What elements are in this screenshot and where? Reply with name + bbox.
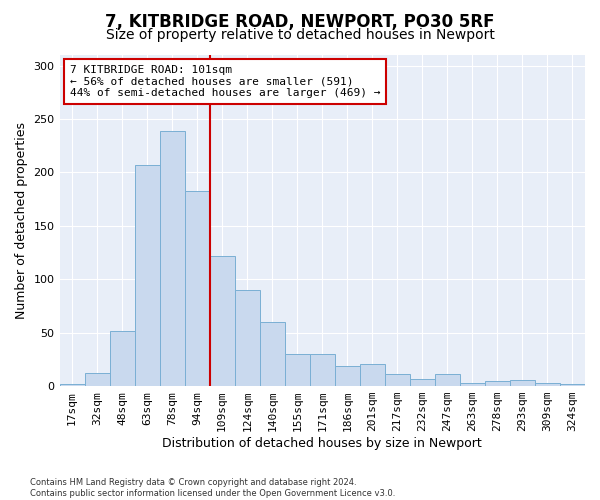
Text: 7 KITBRIDGE ROAD: 101sqm
← 56% of detached houses are smaller (591)
44% of semi-: 7 KITBRIDGE ROAD: 101sqm ← 56% of detach… — [70, 65, 380, 98]
Bar — [510, 380, 535, 386]
Bar — [185, 190, 209, 386]
Text: Size of property relative to detached houses in Newport: Size of property relative to detached ho… — [106, 28, 494, 42]
Bar — [560, 384, 585, 386]
Bar — [260, 322, 285, 386]
Bar — [110, 330, 134, 386]
Bar — [85, 374, 110, 386]
Bar — [485, 380, 510, 386]
Bar — [335, 366, 360, 386]
Bar — [209, 256, 235, 386]
Bar — [59, 384, 85, 386]
Bar — [285, 354, 310, 386]
Bar — [160, 131, 185, 386]
Bar — [460, 383, 485, 386]
Bar — [385, 374, 410, 386]
Text: 7, KITBRIDGE ROAD, NEWPORT, PO30 5RF: 7, KITBRIDGE ROAD, NEWPORT, PO30 5RF — [105, 12, 495, 30]
Bar — [310, 354, 335, 386]
Text: Contains HM Land Registry data © Crown copyright and database right 2024.
Contai: Contains HM Land Registry data © Crown c… — [30, 478, 395, 498]
Bar — [435, 374, 460, 386]
Bar — [410, 378, 435, 386]
X-axis label: Distribution of detached houses by size in Newport: Distribution of detached houses by size … — [163, 437, 482, 450]
Y-axis label: Number of detached properties: Number of detached properties — [15, 122, 28, 319]
Bar — [360, 364, 385, 386]
Bar — [134, 165, 160, 386]
Bar — [535, 383, 560, 386]
Bar — [235, 290, 260, 386]
